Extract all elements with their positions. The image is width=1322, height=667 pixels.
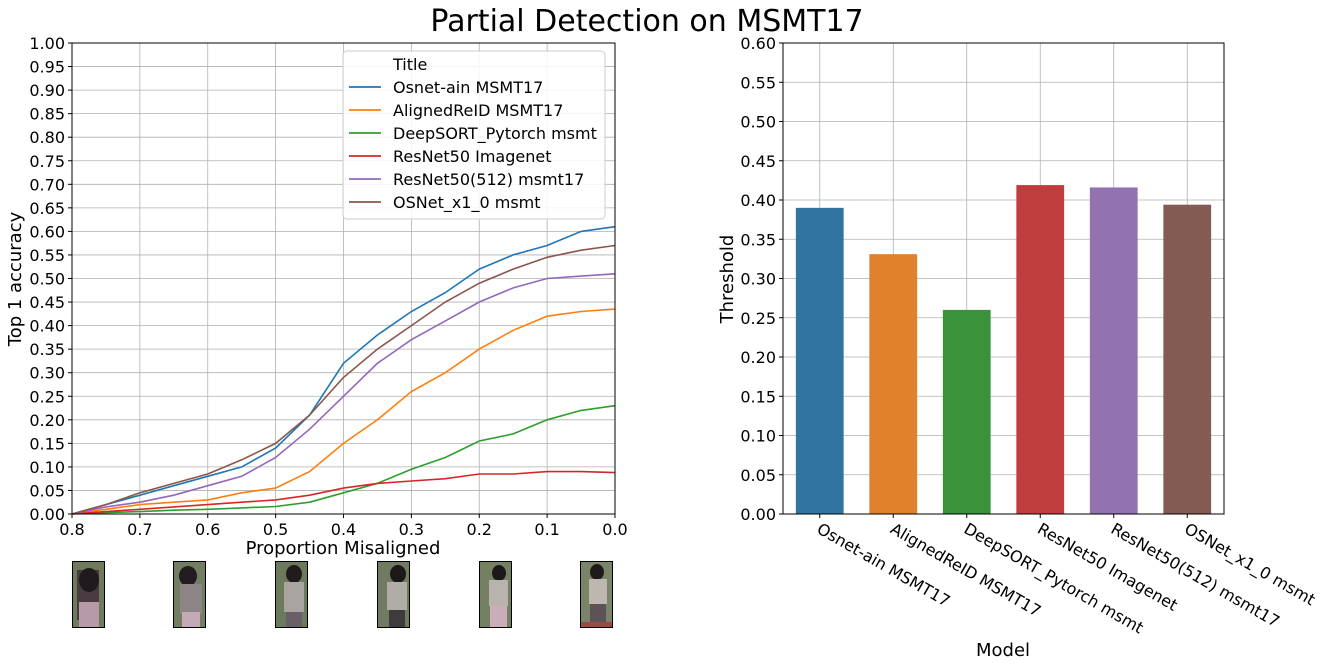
y-tick-label: 0.20 <box>29 411 65 430</box>
y-tick-label: 0.40 <box>29 317 65 336</box>
y-tick-label: 0.55 <box>29 246 65 265</box>
x-tick-label: 0.2 <box>467 520 492 539</box>
bar-chart-xlabel: Model <box>976 640 1030 661</box>
y-tick-label: 1.00 <box>29 34 65 53</box>
bar-5 <box>1089 187 1138 514</box>
line-chart: 0.00 0.05 0.10 0.15 0.20 0.25 0.30 0.35 0.40 0.45… <box>5 34 628 559</box>
person-crop-3 <box>275 561 308 628</box>
bar-chart-ylabel: Threshold <box>717 235 738 325</box>
y-tick-label: 0.25 <box>29 387 65 406</box>
series-line-1 <box>71 225 616 515</box>
y-tick-label: 0.10 <box>740 427 776 446</box>
bar-6 <box>1163 204 1212 514</box>
bar-4 <box>1016 185 1065 514</box>
x-tick-label: 0.6 <box>195 520 220 539</box>
person-crop-6 <box>580 561 613 628</box>
line-chart-xlabel: Proportion Misaligned <box>246 538 441 559</box>
x-tick-label: 0.8 <box>59 520 84 539</box>
y-tick-label: 0.65 <box>29 199 65 218</box>
legend-label: ResNet50(512) msmt17 <box>393 170 584 189</box>
y-tick-label: 0.15 <box>740 387 776 406</box>
y-tick-label: 0.25 <box>740 309 776 328</box>
series-line-5 <box>71 273 616 515</box>
y-tick-label: 0.50 <box>29 270 65 289</box>
person-crop-2 <box>173 561 206 628</box>
person-crop-5 <box>479 561 512 628</box>
y-tick-label: 0.15 <box>29 434 65 453</box>
y-tick-label: 0.55 <box>740 73 776 92</box>
y-tick-label: 0.50 <box>740 113 776 132</box>
line-chart-x-ticks: 0.8 0.7 0.6 0.5 0.4 0.3 0.2 0.1 0.0 <box>59 514 628 539</box>
bar-3 <box>942 309 991 514</box>
person-crop-4 <box>377 561 410 628</box>
y-tick-label: 0.20 <box>740 348 776 367</box>
y-tick-label: 0.70 <box>29 175 65 194</box>
x-tick-label: 0.5 <box>263 520 288 539</box>
x-tick-label: 0.4 <box>331 520 356 539</box>
y-tick-label: 0.30 <box>740 270 776 289</box>
legend-label: Osnet-ain MSMT17 <box>393 78 543 97</box>
bar-chart-frame <box>782 42 1225 515</box>
bar-2 <box>869 254 918 515</box>
y-tick-label: 0.05 <box>740 466 776 485</box>
y-tick-label: 0.00 <box>29 505 65 524</box>
y-tick-label: 0.90 <box>29 81 65 100</box>
line-chart-y-ticks: 0.00 0.05 0.10 0.15 0.20 0.25 0.30 0.35 0.40 0.45… <box>29 34 72 524</box>
y-tick-label: 0.30 <box>29 364 65 383</box>
x-tick-label: 0.7 <box>127 520 152 539</box>
legend: Title Osnet-ain MSMT17 AlignedReID MSMT17… <box>342 50 606 220</box>
series-line-6 <box>71 244 616 515</box>
legend-label: AlignedReID MSMT17 <box>393 101 563 120</box>
y-tick-label: 0.85 <box>29 105 65 124</box>
bar-chart-bars <box>795 185 1212 515</box>
bar-chart-grid <box>783 42 1224 515</box>
x-tick-label: Osnet-ain MSMT17 <box>814 519 954 611</box>
legend-label: ResNet50 Imagenet <box>393 147 551 166</box>
series-line-2 <box>71 308 616 515</box>
y-tick-label: 0.95 <box>29 58 65 77</box>
y-tick-label: 0.60 <box>29 222 65 241</box>
y-tick-label: 0.35 <box>29 340 65 359</box>
y-tick-label: 0.60 <box>740 34 776 53</box>
x-tick-label: 0.0 <box>602 520 627 539</box>
line-chart-series <box>71 225 616 515</box>
y-tick-label: 0.05 <box>29 481 65 500</box>
legend-box <box>342 50 606 220</box>
x-tick-label: 0.3 <box>399 520 424 539</box>
y-tick-label: 0.40 <box>740 191 776 210</box>
y-tick-label: 0.75 <box>29 152 65 171</box>
y-tick-label: 0.45 <box>29 293 65 312</box>
legend-title: Title <box>392 55 427 74</box>
bar-1 <box>795 207 844 514</box>
y-tick-label: 0.10 <box>29 458 65 477</box>
figure-title: Partial Detection on MSMT17 <box>430 4 863 39</box>
line-chart-ylabel: Top 1 accuracy <box>5 211 26 347</box>
line-chart-frame <box>71 42 616 515</box>
legend-label: DeepSORT_Pytorch msmt <box>393 124 597 144</box>
series-line-3 <box>71 404 616 515</box>
series-line-4 <box>71 470 616 515</box>
bar-chart-y-ticks: 0.00 0.05 0.10 0.15 0.20 0.25 0.30 0.35 0.40 0.45… <box>740 34 783 524</box>
bar-chart: 0.00 0.05 0.10 0.15 0.20 0.25 0.30 0.35 0.40 0.45… <box>717 34 1319 661</box>
y-tick-label: 0.35 <box>740 230 776 249</box>
y-tick-label: 0.80 <box>29 128 65 147</box>
person-crop-1 <box>72 561 105 628</box>
y-tick-label: 0.45 <box>740 152 776 171</box>
x-tick-label: 0.1 <box>534 520 559 539</box>
y-tick-label: 0.00 <box>740 505 776 524</box>
legend-label: OSNet_x1_0 msmt <box>393 193 541 213</box>
